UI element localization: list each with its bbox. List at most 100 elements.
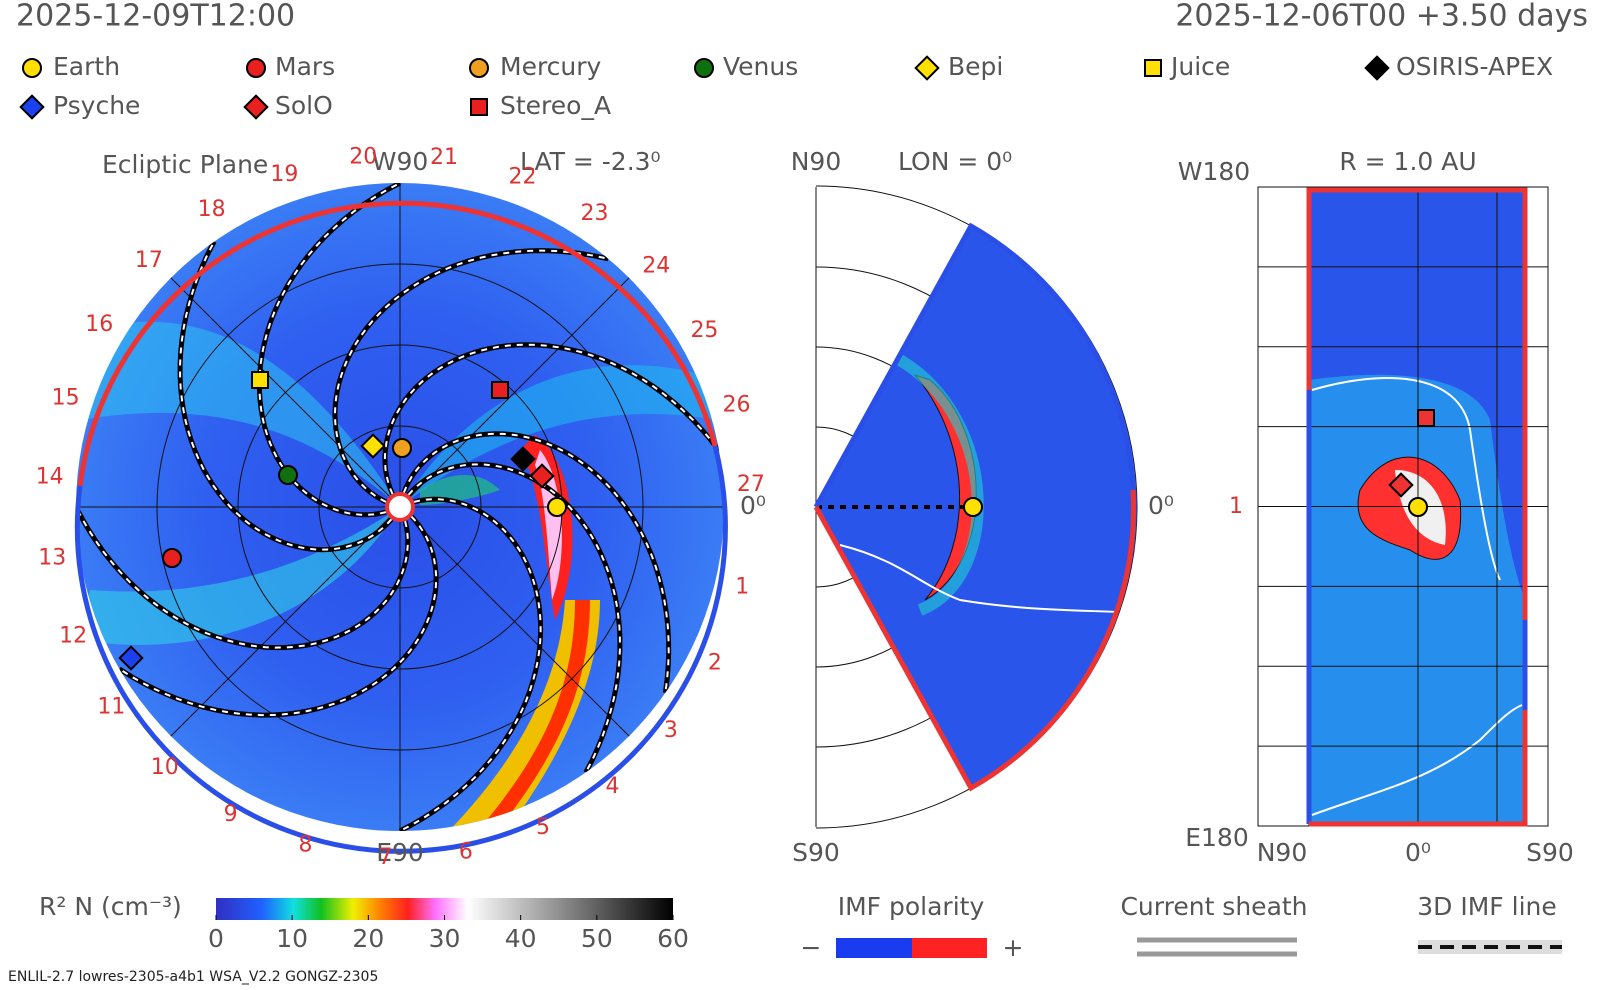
e180-label: E180 xyxy=(1185,823,1249,852)
stream xyxy=(1309,374,1525,824)
legend-label: Mars xyxy=(275,52,335,81)
imf-minus xyxy=(836,938,912,958)
planet-marker xyxy=(529,463,555,489)
legend-label: OSIRIS-APEX xyxy=(1396,52,1553,81)
planet-marker xyxy=(491,381,509,399)
clock-label: 1 xyxy=(735,574,749,599)
imf-line xyxy=(399,498,542,831)
legend-label: Juice xyxy=(1169,52,1230,81)
imf-plus xyxy=(912,938,987,958)
planet-marker xyxy=(510,446,536,472)
clock-label: 27 xyxy=(737,472,765,497)
polarity-rim-plus xyxy=(77,200,718,487)
n90-label: N90 xyxy=(1257,838,1308,867)
stream xyxy=(80,321,400,507)
clock-label: 7 xyxy=(378,845,392,870)
earth-marker xyxy=(1408,497,1428,517)
clock-label: 5 xyxy=(536,815,550,840)
imf-line xyxy=(258,183,401,516)
e90-label: E90 xyxy=(376,838,424,867)
clock-label: 25 xyxy=(690,318,718,343)
planet-marker xyxy=(278,465,298,485)
legend-label: SolO xyxy=(275,91,333,120)
rim-minus xyxy=(813,222,1136,509)
legend-marker xyxy=(470,98,488,116)
n90-label: N90 xyxy=(791,147,842,176)
s90-label: S90 xyxy=(1526,838,1574,867)
legend-label: Mercury xyxy=(500,52,602,81)
legend-marker xyxy=(1364,55,1390,81)
clock-label: 2 xyxy=(708,650,722,675)
legend-marker xyxy=(469,58,489,78)
colorbar-tick-label: 0 xyxy=(208,924,224,953)
planet-marker xyxy=(360,433,386,459)
clock-label: 15 xyxy=(52,385,80,410)
clock-label: 6 xyxy=(459,839,473,864)
clock-label: 4 xyxy=(606,774,620,799)
s90-label: S90 xyxy=(792,838,840,867)
imf-line xyxy=(383,343,720,495)
current-time: 2025-12-09T12:00 xyxy=(16,0,295,34)
imf-line xyxy=(76,506,409,649)
imf-label: IMF polarity xyxy=(838,892,985,921)
clock-label: 13 xyxy=(38,545,66,570)
planet-marker xyxy=(118,645,144,671)
imf-line xyxy=(118,515,438,717)
colorbar-tick-label: 30 xyxy=(429,924,461,953)
clock-label: 21 xyxy=(430,145,458,170)
legend-label: Bepi xyxy=(948,52,1003,81)
clock-label: 18 xyxy=(198,197,226,222)
legend-marker xyxy=(694,58,714,78)
radius-label: R = 1.0 AU xyxy=(1339,147,1476,176)
zero-label: 0⁰ xyxy=(1148,491,1174,520)
colorbar-tick-label: 40 xyxy=(505,924,537,953)
sphere-panel xyxy=(1257,186,1549,827)
rim-plus xyxy=(813,489,1137,792)
imf-line xyxy=(179,241,393,551)
planet-marker xyxy=(251,371,269,389)
ecliptic-panel xyxy=(74,183,728,854)
current-sheet xyxy=(839,544,1119,613)
zero-label: 0⁰ xyxy=(740,491,766,520)
imf-line-label: 3D IMF line xyxy=(1417,892,1557,921)
legend-marker xyxy=(22,58,42,78)
sheath xyxy=(896,354,984,616)
clock-label: 16 xyxy=(85,312,113,337)
clock-label: 17 xyxy=(135,248,163,273)
clock-label: 12 xyxy=(59,623,87,648)
clock-label: 24 xyxy=(642,253,670,278)
imf-line xyxy=(402,432,670,693)
sheath-label: Current sheath xyxy=(1120,892,1307,921)
meridional-panel xyxy=(813,185,1138,829)
imf-line xyxy=(407,463,621,773)
clock-label: 8 xyxy=(298,833,312,858)
colorbar-label: R² N (cm⁻³) xyxy=(39,892,182,921)
stereo-a-marker xyxy=(1417,409,1435,427)
clock-label: 10 xyxy=(151,755,179,780)
plus-label: + xyxy=(1003,933,1024,962)
legend-marker xyxy=(243,94,269,120)
rim-plus xyxy=(1309,710,1528,827)
run-time: 2025-12-06T00 +3.50 days xyxy=(1175,0,1588,34)
clock-label: 9 xyxy=(224,802,238,827)
latitude-label: LAT = -2.3⁰ xyxy=(520,147,661,176)
earth-marker xyxy=(963,497,983,517)
legend-marker xyxy=(914,55,940,81)
clock-label: 22 xyxy=(509,165,537,190)
footer: ENLIL-2.7 lowres-2305-a4b1 WSA_V2.2 GONG… xyxy=(8,969,378,985)
one-au-label: 1 xyxy=(1229,494,1243,519)
solo-marker xyxy=(1388,472,1414,498)
longitude-label: LON = 0⁰ xyxy=(898,147,1012,176)
legend-label: Psyche xyxy=(53,91,140,120)
w180-label: W180 xyxy=(1178,157,1250,186)
sun xyxy=(385,492,415,522)
clock-label: 19 xyxy=(270,162,298,187)
polarity-rim-minus xyxy=(74,445,728,854)
legend-marker xyxy=(19,94,45,120)
ecliptic-title: Ecliptic Plane xyxy=(102,150,268,179)
minus-label: − xyxy=(801,933,822,962)
colorbar-tick-label: 60 xyxy=(657,924,689,953)
clock-label: 3 xyxy=(664,718,678,743)
